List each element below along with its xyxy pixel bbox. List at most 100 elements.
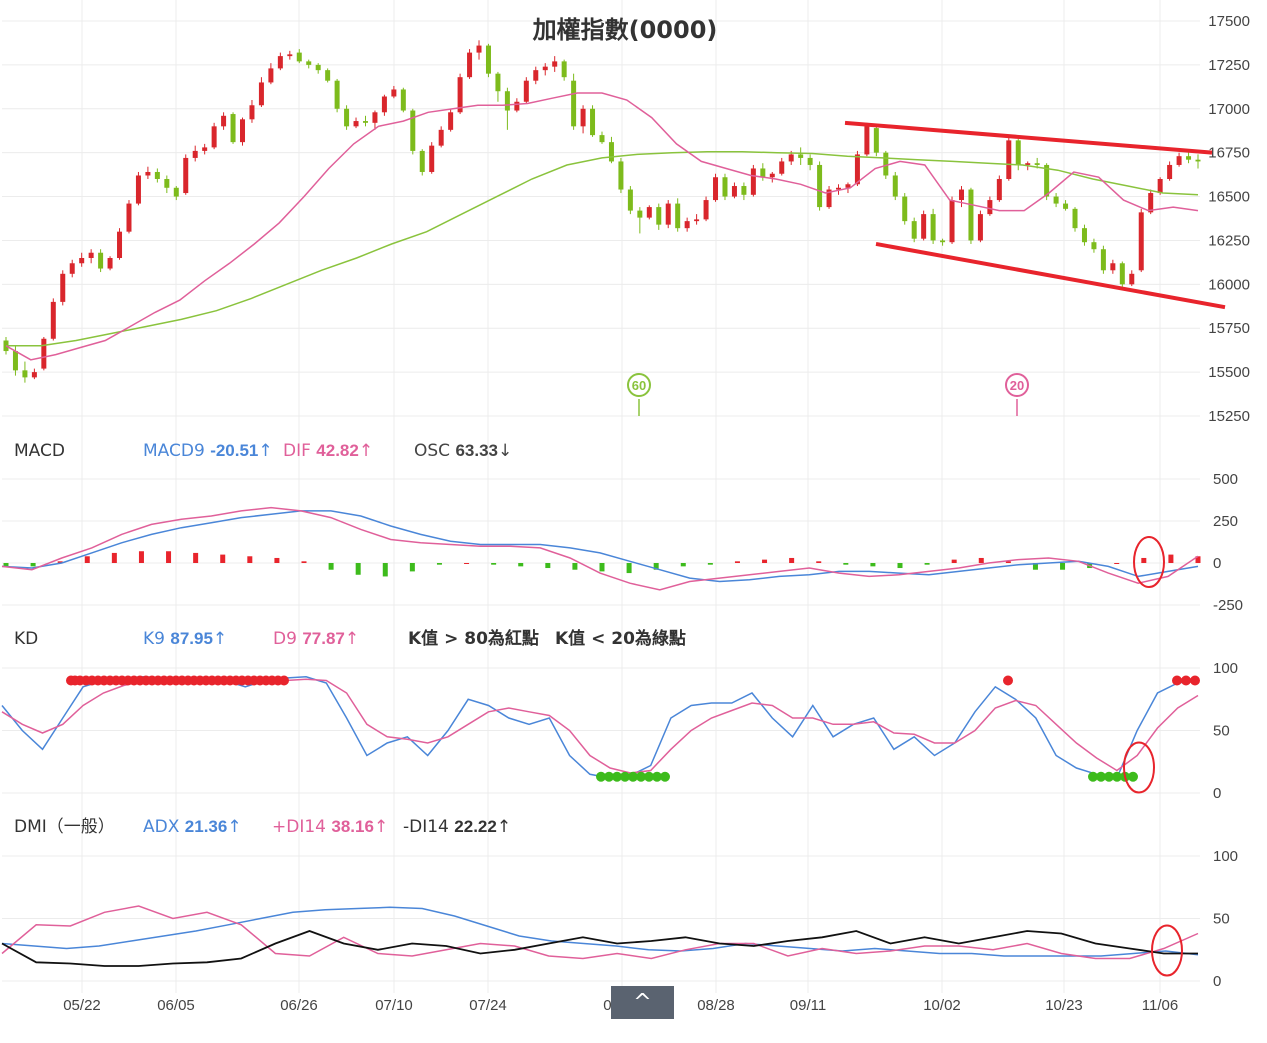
date-tick-label: 08/28 [697, 997, 735, 1014]
candle-body [334, 80, 340, 109]
candle-body [164, 179, 170, 188]
highlight-circle [1133, 536, 1165, 588]
indicator-stat-label: D9 [273, 629, 302, 649]
d-line [1, 678, 1199, 774]
candle-body [1015, 140, 1021, 165]
kd-green-dot [660, 771, 670, 782]
candle-body [580, 108, 586, 127]
candle-body [694, 219, 700, 222]
osc-bar [572, 563, 578, 570]
indicator-stat-value: -20.51 [210, 441, 258, 460]
candle-body [410, 110, 416, 151]
candle-body [1044, 164, 1050, 197]
candle-body [637, 210, 643, 218]
indicator-stat: ADX 21.36↑ [143, 817, 242, 837]
kd-red-dot [1190, 675, 1200, 686]
candle-body [864, 126, 870, 155]
kd-green-dot [1088, 771, 1098, 782]
candle-body [495, 73, 501, 92]
candle-body [627, 189, 633, 211]
kd-green-dot [1104, 771, 1114, 782]
candle-body [533, 70, 539, 81]
highlight-circle [1151, 924, 1183, 977]
plus_di-line [1, 905, 1199, 960]
candle-body [911, 221, 917, 239]
candle-body [277, 56, 283, 69]
osc-bar [545, 563, 551, 569]
candle-body [22, 370, 28, 378]
date-tick-label: 05/22 [63, 997, 101, 1014]
k-line [1, 676, 1199, 779]
osc-bar [843, 563, 849, 565]
price-tick-label: 17500 [1208, 13, 1250, 30]
panel-name: KD [14, 629, 38, 649]
candle-body [173, 187, 179, 197]
candle-body [987, 200, 993, 215]
candle-body [1081, 228, 1087, 243]
indicator-panels: MACD MACD9 -20.51↑ DIF 42.82↑ OSC 63.33↓500… [1, 441, 1243, 990]
candle-body [1167, 164, 1173, 179]
price-tick-label: 16250 [1208, 232, 1250, 249]
candle-body [996, 179, 1002, 201]
candle-body [902, 196, 908, 222]
indicator-stat-value: 22.22 [454, 817, 497, 836]
candle-body [873, 128, 879, 153]
candle-body [344, 108, 350, 127]
scroll-top-button[interactable]: ^ [611, 986, 674, 1019]
candle-body [1186, 156, 1192, 160]
candle-body [788, 154, 794, 162]
candle-body [798, 154, 804, 158]
candle-body [268, 68, 274, 83]
osc-bar [680, 563, 686, 567]
candle-body [741, 186, 747, 195]
indicator-stat: DIF 42.82↑ [283, 441, 373, 461]
candle-body [69, 263, 75, 274]
indicator-stat-arrow: ↑ [374, 817, 388, 837]
candle-body [713, 177, 719, 201]
indicator-note: K值 > 80為紅點 [408, 628, 539, 649]
kd-red-dot [1003, 675, 1013, 686]
candle-body [1138, 212, 1144, 271]
osc-bar [301, 561, 307, 563]
osc-bar [924, 563, 930, 565]
indicator-stat-label: MACD9 [143, 441, 210, 461]
indicator-stat-label: -DI14 [403, 817, 454, 837]
candle-body [1148, 193, 1154, 213]
candle-body [646, 207, 652, 218]
date-tick-label: 11/06 [1142, 997, 1178, 1014]
osc-bar [734, 561, 740, 563]
kd-green-dot [1128, 771, 1138, 782]
candle-body [940, 240, 946, 243]
candle-body [1091, 242, 1097, 250]
indicator-panel: MACD MACD9 -20.51↑ DIF 42.82↑ OSC 63.33↓500… [1, 441, 1243, 614]
candle-body [400, 89, 406, 111]
candle-body [391, 89, 397, 97]
indicator-stat-value: 77.87 [302, 629, 345, 648]
candle-body [353, 121, 359, 127]
kd-green-dot [644, 771, 654, 782]
indicator-stat: OSC 63.33↓ [414, 441, 512, 461]
price-tick-label: 15750 [1208, 320, 1250, 337]
candle-body [608, 142, 614, 162]
osc-bar [762, 559, 768, 563]
ma-markers: 60 20 [627, 373, 1029, 416]
ma60-line [6, 151, 1199, 347]
candle-body [599, 135, 605, 143]
osc-bar [166, 551, 172, 563]
osc-bar [138, 551, 144, 563]
price-axis-ticks: 15250 15500 15750 16000 16250 16500 16750 17000… [1208, 13, 1250, 425]
candle-body [107, 258, 113, 269]
candle-body [571, 80, 577, 127]
candle-body [1157, 179, 1163, 194]
price-tick-label: 16500 [1208, 189, 1250, 206]
osc-bar [653, 563, 659, 570]
candle-body [1195, 159, 1201, 162]
osc-bar [57, 561, 63, 563]
candle-body [192, 150, 198, 158]
panel-tick-label: 100 [1213, 848, 1238, 865]
price-tick-label: 15250 [1208, 408, 1250, 425]
candle-body [448, 112, 454, 130]
candle-body [457, 77, 463, 113]
minus_di-line [1, 930, 1198, 967]
osc-bar [1195, 556, 1201, 563]
